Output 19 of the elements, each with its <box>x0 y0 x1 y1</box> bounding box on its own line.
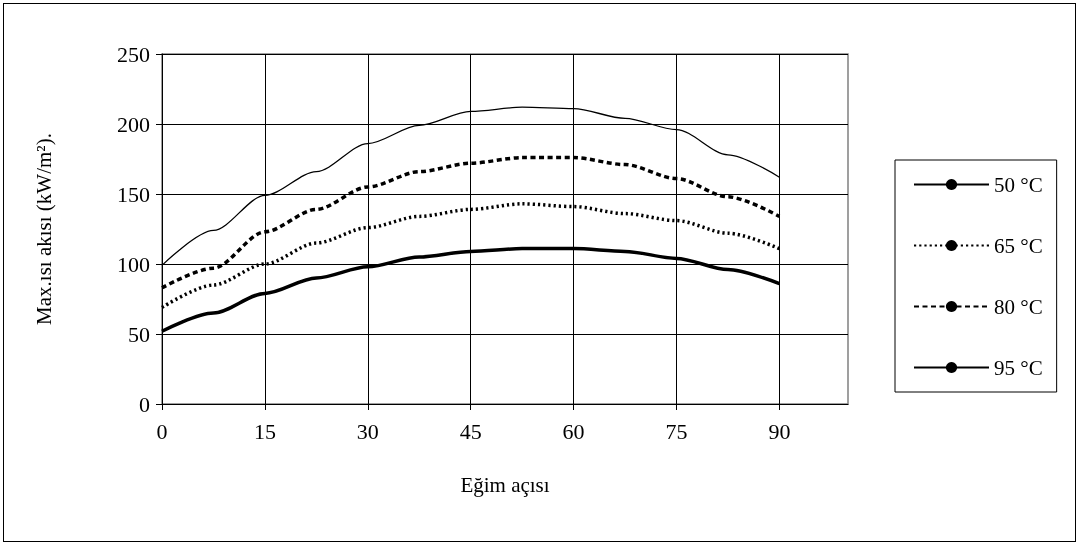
y-tick-label: 250 <box>117 41 150 67</box>
x-tick-label: 15 <box>253 418 276 444</box>
x-tick-label: 60 <box>562 418 585 444</box>
legend-label: 80 °C <box>994 294 1043 319</box>
y-tick-label: 150 <box>117 181 150 207</box>
x-tick-label: 75 <box>665 418 688 444</box>
legend-label: 50 °C <box>994 172 1043 197</box>
y-axis-title: Max.ısı akısı (kW/m²). <box>31 133 56 325</box>
legend-label: 95 °C <box>994 355 1043 380</box>
y-tick-label: 50 <box>128 321 150 347</box>
x-tick-label: 90 <box>768 418 791 444</box>
y-tick-label: 100 <box>117 251 150 277</box>
x-tick-label: 45 <box>459 418 482 444</box>
x-tick-label: 0 <box>156 418 168 444</box>
x-axis-title: Eğim açısı <box>460 472 550 497</box>
legend-label: 65 °C <box>994 233 1043 258</box>
y-tick-label: 0 <box>139 391 150 417</box>
y-tick-label: 200 <box>117 111 150 137</box>
x-tick-label: 30 <box>356 418 379 444</box>
